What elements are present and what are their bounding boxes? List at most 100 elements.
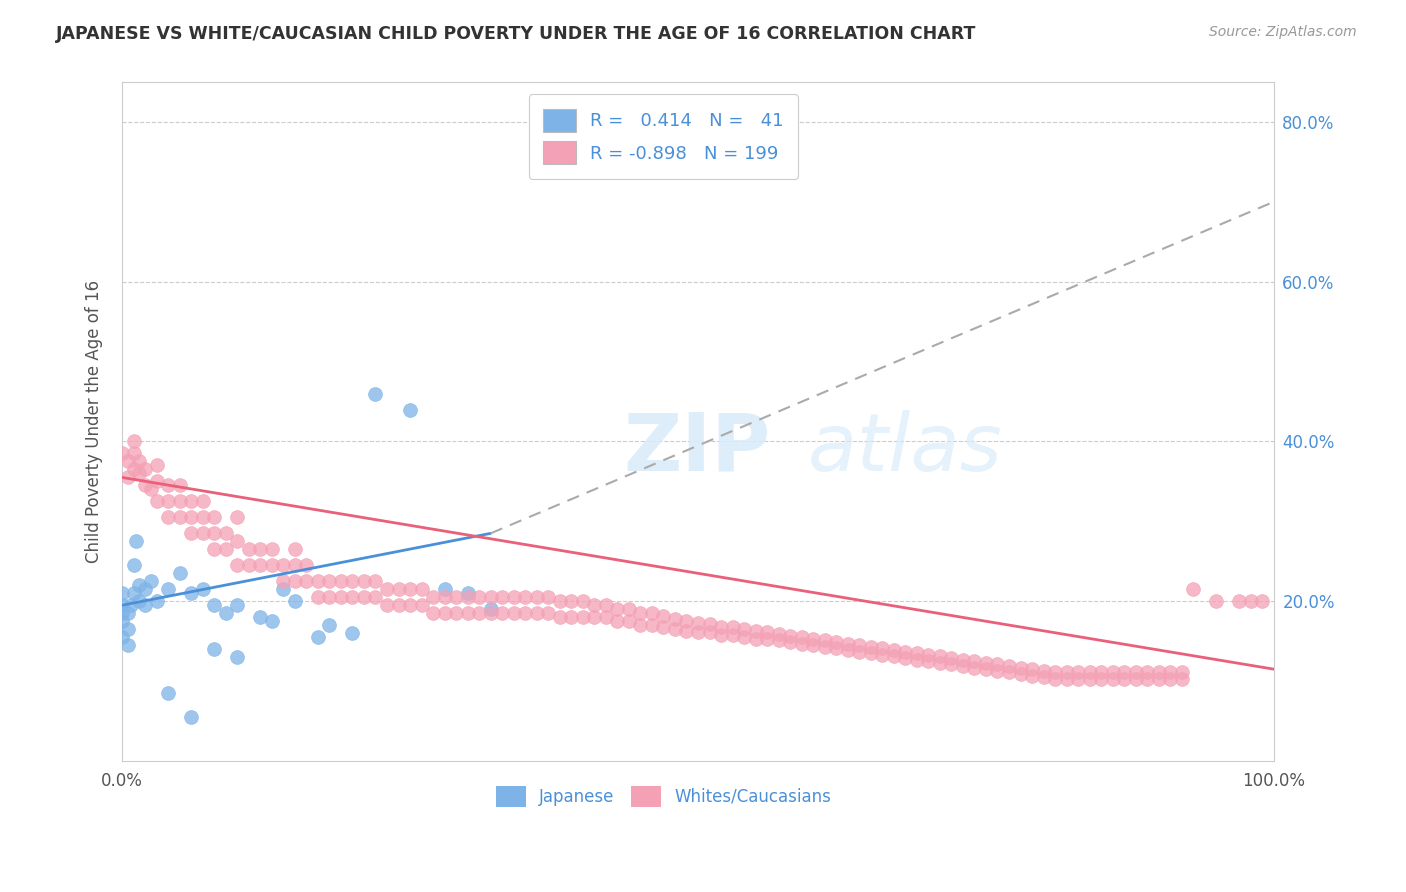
- Point: [284, 542, 307, 557]
- Point: [872, 641, 894, 656]
- Point: [1032, 664, 1054, 678]
- Point: [122, 462, 145, 476]
- Point: [191, 582, 214, 597]
- Point: [1147, 672, 1170, 686]
- Point: [491, 591, 513, 605]
- Point: [699, 625, 721, 640]
- Point: [342, 626, 364, 640]
- Point: [238, 542, 260, 557]
- Point: [157, 510, 180, 524]
- Point: [157, 582, 180, 597]
- Point: [342, 591, 364, 605]
- Point: [111, 599, 134, 613]
- Point: [1227, 594, 1250, 608]
- Point: [399, 599, 422, 613]
- Point: [652, 620, 675, 634]
- Point: [134, 478, 156, 492]
- Point: [1205, 594, 1227, 608]
- Point: [457, 586, 479, 600]
- Point: [801, 632, 824, 646]
- Point: [307, 630, 329, 644]
- Point: [952, 652, 974, 666]
- Point: [1078, 672, 1101, 686]
- Point: [1125, 672, 1147, 686]
- Point: [117, 622, 139, 636]
- Point: [117, 454, 139, 468]
- Point: [595, 599, 617, 613]
- Point: [905, 652, 928, 666]
- Point: [157, 494, 180, 508]
- Point: [468, 607, 491, 621]
- Point: [1043, 665, 1066, 680]
- Point: [273, 558, 295, 573]
- Point: [273, 574, 295, 589]
- Point: [422, 591, 444, 605]
- Point: [686, 615, 709, 630]
- Point: [249, 610, 271, 624]
- Point: [1021, 668, 1043, 682]
- Point: [479, 602, 502, 616]
- Point: [1010, 660, 1032, 674]
- Point: [145, 475, 167, 489]
- Point: [779, 635, 801, 649]
- Point: [675, 624, 697, 638]
- Point: [180, 586, 202, 600]
- Point: [952, 659, 974, 673]
- Point: [963, 660, 986, 674]
- Point: [837, 643, 859, 657]
- Point: [111, 614, 134, 628]
- Point: [986, 664, 1008, 678]
- Point: [768, 627, 790, 641]
- Text: JAPANESE VS WHITE/CAUCASIAN CHILD POVERTY UNDER THE AGE OF 16 CORRELATION CHART: JAPANESE VS WHITE/CAUCASIAN CHILD POVERT…: [56, 25, 977, 43]
- Point: [710, 628, 733, 642]
- Point: [526, 607, 548, 621]
- Point: [628, 607, 651, 621]
- Point: [433, 591, 456, 605]
- Point: [744, 624, 766, 638]
- Point: [169, 494, 191, 508]
- Point: [721, 620, 744, 634]
- Point: [364, 591, 387, 605]
- Point: [202, 542, 225, 557]
- Point: [307, 591, 329, 605]
- Point: [1125, 665, 1147, 680]
- Point: [986, 657, 1008, 672]
- Point: [399, 582, 422, 597]
- Point: [963, 654, 986, 668]
- Point: [1090, 665, 1112, 680]
- Point: [1136, 672, 1159, 686]
- Point: [128, 594, 150, 608]
- Point: [411, 599, 433, 613]
- Point: [1159, 665, 1181, 680]
- Point: [318, 618, 340, 632]
- Point: [191, 510, 214, 524]
- Point: [329, 574, 352, 589]
- Point: [125, 534, 148, 549]
- Point: [128, 578, 150, 592]
- Point: [675, 614, 697, 628]
- Point: [117, 607, 139, 621]
- Point: [411, 582, 433, 597]
- Point: [1067, 672, 1090, 686]
- Point: [1159, 672, 1181, 686]
- Point: [606, 614, 628, 628]
- Point: [295, 574, 318, 589]
- Point: [375, 599, 398, 613]
- Point: [122, 446, 145, 460]
- Point: [364, 386, 387, 401]
- Point: [479, 607, 502, 621]
- Point: [226, 510, 249, 524]
- Point: [491, 607, 513, 621]
- Point: [1021, 662, 1043, 676]
- Point: [128, 467, 150, 481]
- Point: [859, 640, 882, 654]
- Point: [169, 510, 191, 524]
- Point: [617, 614, 640, 628]
- Point: [1136, 665, 1159, 680]
- Point: [974, 662, 997, 676]
- Point: [157, 478, 180, 492]
- Point: [260, 558, 283, 573]
- Point: [122, 558, 145, 573]
- Point: [145, 458, 167, 473]
- Point: [872, 648, 894, 662]
